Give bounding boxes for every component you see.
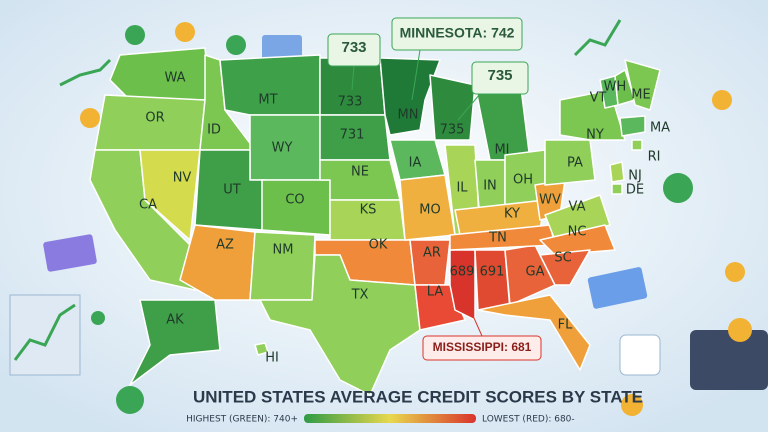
- state-label: TN: [488, 231, 507, 246]
- callout: MISSISSIPPI: 681: [433, 340, 532, 354]
- state-label: WH: [604, 80, 627, 95]
- callouts: 733 MINNESOTA: 742 735 MISSISSIPPI: 681: [327, 17, 542, 361]
- state: [539, 249, 591, 286]
- state: [474, 249, 511, 311]
- state-label: MT: [258, 93, 277, 108]
- state-label: IA: [409, 156, 422, 171]
- state-label: MO: [419, 203, 440, 218]
- state: [259, 254, 421, 396]
- state-label: RI: [648, 150, 661, 165]
- state-label: KY: [504, 207, 520, 222]
- state-label: 689: [450, 265, 475, 280]
- state-label: KS: [360, 203, 377, 218]
- state-label: 733: [338, 95, 363, 110]
- state-label: OK: [369, 238, 388, 253]
- state-label: 731: [340, 128, 365, 143]
- state-label: VT: [590, 91, 607, 106]
- state-label: IL: [456, 181, 468, 196]
- state-label: OH: [513, 173, 533, 188]
- state: [619, 115, 646, 137]
- state: [609, 161, 625, 183]
- state: [379, 57, 441, 136]
- state: [129, 299, 221, 386]
- callout: MINNESOTA: 742: [400, 25, 515, 41]
- state: [429, 74, 476, 141]
- state: [539, 224, 616, 256]
- legend-bar: [304, 414, 476, 423]
- state: [109, 47, 211, 101]
- state-label: VA: [569, 200, 586, 215]
- state-label: DE: [626, 183, 644, 198]
- state-label: LA: [427, 285, 444, 300]
- state: [624, 59, 661, 111]
- state-label: AK: [166, 313, 184, 328]
- state-label: PA: [567, 156, 583, 171]
- state-label: NY: [586, 128, 604, 143]
- state-label: TX: [351, 288, 369, 303]
- state-label: CA: [139, 198, 157, 213]
- state-label: WV: [539, 193, 561, 208]
- title: UNITED STATES AVERAGE CREDIT SCORES BY S…: [193, 387, 643, 406]
- state-label: GA: [526, 265, 545, 280]
- state: [631, 139, 643, 151]
- state-label: 691: [480, 265, 505, 280]
- state-label: AZ: [216, 238, 234, 253]
- state-label: MI: [494, 143, 509, 158]
- state-label: UT: [223, 183, 241, 198]
- state-label: MN: [398, 108, 419, 123]
- state-label: IN: [483, 179, 497, 194]
- states: WA OR CA NV ID MT WY UT CO AZ NM 733 731 NE KS OK TX MN IA…: [89, 47, 670, 396]
- state: [254, 342, 269, 356]
- decorations: [9, 19, 768, 416]
- callout-box: [471, 61, 529, 95]
- state-label: NJ: [628, 169, 642, 184]
- state-label: NC: [568, 225, 587, 240]
- state: [544, 139, 596, 186]
- state-label: OR: [145, 111, 164, 126]
- state: [611, 183, 623, 195]
- state-label: SC: [554, 251, 571, 266]
- state: [139, 149, 201, 241]
- state-label: AR: [423, 246, 441, 261]
- legend-high: HIGHEST (GREEN): 740+: [186, 415, 298, 425]
- state-label: HI: [265, 351, 279, 366]
- legend-low: LOWEST (RED): 680-: [482, 415, 575, 425]
- state-label: WY: [272, 141, 293, 156]
- state-label: 735: [440, 123, 465, 138]
- state: [179, 224, 256, 301]
- state-label: ME: [631, 88, 650, 103]
- callout: 733: [341, 39, 366, 56]
- state: [261, 179, 331, 236]
- state: [477, 294, 591, 371]
- state-label: MA: [650, 121, 670, 136]
- state-label: FL: [558, 318, 573, 333]
- state-label: NE: [351, 165, 369, 180]
- callout-box: [391, 17, 523, 51]
- state-label: NM: [273, 243, 294, 258]
- callout: 735: [487, 67, 512, 84]
- state: [449, 249, 476, 321]
- state-label: CO: [285, 193, 304, 208]
- state-label: ID: [207, 123, 221, 138]
- state-label: NV: [173, 171, 192, 186]
- state-label: WA: [164, 71, 185, 86]
